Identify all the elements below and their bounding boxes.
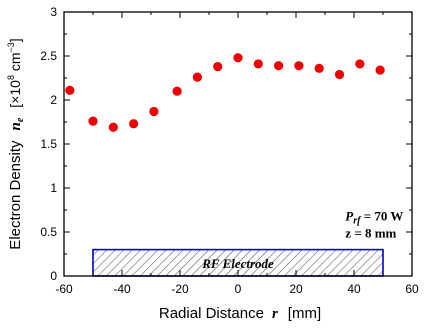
data-point [355,59,365,69]
power-annotation: Prf = 70 W [345,209,403,227]
x-tick-label: 0 [235,282,242,296]
power-symbol: P [345,209,354,224]
x-tick-label: -20 [171,282,189,296]
x-tick-label: 40 [347,282,361,296]
y-tick-label: 0 [50,269,57,283]
data-point [334,69,345,80]
x-tick-label: -40 [113,282,131,296]
data-point [274,61,284,71]
y-tick-label: 1 [50,181,57,195]
x-axis-label: Radial Distance [159,305,264,322]
axis-ticks: -60 -40 -20 0 20 40 60 0 0.5 1 1.5 2 2.5 3 [40,5,419,296]
y-axis-title: Electron Density ne [×108 cm−3] [6,38,26,249]
y-axis-variable: n [8,122,24,130]
power-value: = 70 W [360,209,403,224]
data-point [65,85,75,95]
x-axis-unit: [mm] [288,305,321,322]
data-point [129,119,139,129]
data-point [253,59,263,69]
y-axis-unit-middle: cm [7,52,23,75]
y-axis-unit-exponent2: −3 [6,42,16,52]
data-point [192,72,202,82]
height-annotation: z = 8 mm [345,225,396,240]
data-point [149,106,159,117]
y-axis-unit-prefix: [×10 [7,80,23,108]
y-tick-label: 2.5 [40,49,57,63]
data-points [65,53,385,132]
x-tick-label: 60 [405,282,419,296]
y-tick-label: 2 [50,93,57,107]
y-axis-variable-subscript: e [15,117,26,122]
data-point [294,61,304,71]
y-axis-unit-exponent: 8 [6,75,16,80]
y-tick-label: 3 [50,5,57,19]
x-tick-label: -60 [55,282,73,296]
data-point [213,61,223,72]
y-tick-label: 1.5 [40,137,57,151]
data-point [88,116,98,126]
data-point [108,122,118,132]
y-axis-unit-suffix: ] [7,38,23,42]
data-point [314,63,324,73]
data-point [375,65,385,75]
x-axis-variable: r [272,306,278,322]
x-tick-label: 20 [289,282,303,296]
electrode-label: RF Electrode [201,256,274,271]
power-subscript: rf [353,216,362,227]
data-point [233,53,243,63]
x-axis-title: Radial Distance r [mm] [159,305,321,322]
y-axis-label: Electron Density [7,140,24,250]
y-tick-label: 0.5 [40,225,57,239]
data-point [172,86,182,96]
